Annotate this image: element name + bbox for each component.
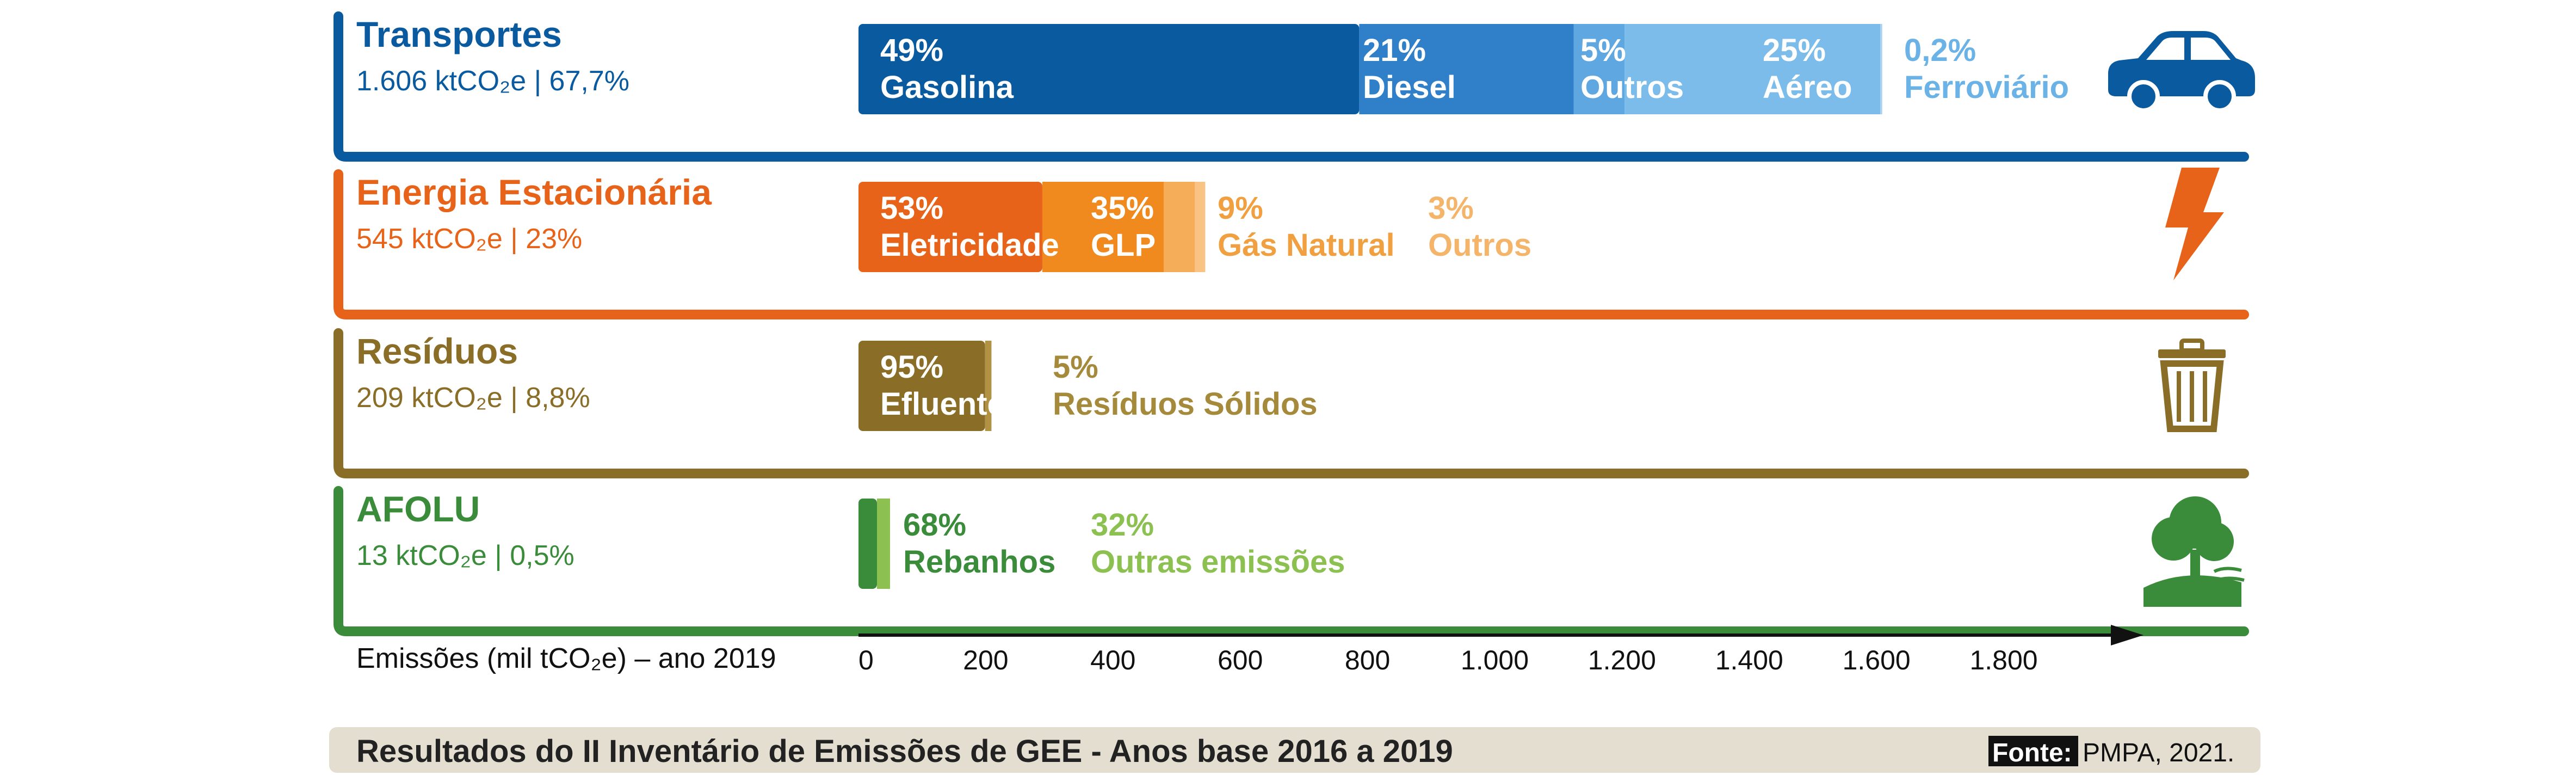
category-panel-border (333, 486, 2249, 636)
lightning-icon (2165, 168, 2224, 280)
car-window (2191, 38, 2231, 60)
bar-segment (858, 499, 877, 589)
segment-percent: 49% (880, 33, 943, 68)
x-axis-label: Emissões (mil tCO₂e) – ano 2019 (356, 643, 776, 674)
segment-percent: 5% (1053, 349, 1098, 385)
category-panel-border (333, 169, 2249, 319)
segment-percent: 53% (880, 190, 943, 226)
trash-handle (2179, 339, 2204, 353)
bar-segment (1573, 24, 1625, 114)
bar-segment (858, 24, 1360, 114)
x-tick-label: 200 (963, 645, 1008, 675)
category-panel-border (333, 11, 2249, 162)
bar-segment (1042, 182, 1164, 272)
bar-segment (1195, 182, 1206, 272)
category-subtitle: 13 ktCO₂e | 0,5% (356, 540, 574, 571)
tree-grass (2213, 567, 2245, 583)
trash-lid (2158, 349, 2226, 358)
source-label-box (1988, 736, 2078, 766)
x-tick-label: 1.000 (1461, 645, 1529, 675)
x-tick-label: 1.600 (1843, 645, 1911, 675)
x-tick-label: 600 (1218, 645, 1263, 675)
tree-crown (2195, 522, 2234, 561)
segment-label: Rebanhos (903, 544, 1055, 580)
source-text: PMPA, 2021. (2083, 739, 2234, 767)
segment-percent: 0,2% (1904, 33, 1976, 68)
x-tick-label: 800 (1345, 645, 1390, 675)
category-subtitle: 1.606 ktCO₂e | 67,7% (356, 65, 629, 97)
segment-percent: 68% (903, 507, 966, 543)
category-title: AFOLU (356, 489, 480, 529)
segment-label: Ferroviário (1904, 70, 2069, 105)
segment-label: Outros (1428, 227, 1531, 263)
category-title: Resíduos (356, 331, 518, 371)
tree-ground (2143, 575, 2241, 607)
x-tick-label: 400 (1090, 645, 1135, 675)
segment-percent: 5% (1580, 33, 1626, 68)
segment-label: Gás Natural (1218, 227, 1395, 263)
segment-label: Eletricidade (880, 227, 1059, 263)
bar-segment (985, 341, 992, 431)
segment-percent: 25% (1763, 33, 1826, 68)
tree-crown (2152, 517, 2195, 561)
x-axis-arrow (2111, 625, 2143, 645)
segment-label: Outros (1580, 70, 1684, 105)
bar-segment (1880, 24, 1882, 114)
segment-label: Diesel (1363, 70, 1456, 105)
category-title: Transportes (356, 14, 562, 54)
bar-segment (1359, 24, 1574, 114)
source-label: Fonte: (1992, 739, 2072, 767)
car-window (2146, 38, 2184, 60)
tree-icon (2143, 496, 2245, 607)
x-tick-label: 1.200 (1588, 645, 1656, 675)
x-tick-label: 1.400 (1715, 645, 1783, 675)
trash-body (2160, 360, 2224, 432)
bar-segment (877, 499, 890, 589)
category-panel-border (333, 328, 2249, 478)
segment-percent: 9% (1218, 190, 1263, 226)
bar-segment (858, 182, 1042, 272)
category-title: Energia Estacionária (356, 172, 712, 212)
car-wheel (2127, 80, 2160, 113)
trash-can-icon (2158, 339, 2226, 432)
segment-percent: 32% (1091, 507, 1154, 543)
segment-percent: 35% (1091, 190, 1154, 226)
segment-label: Efluentes (880, 386, 1022, 422)
segment-label: Outras emissões (1091, 544, 1345, 580)
segment-percent: 95% (880, 349, 943, 385)
car-wheel (2203, 80, 2236, 113)
lightning-bolt (2165, 168, 2224, 280)
segment-label: GLP (1091, 227, 1156, 263)
bar-segment (1164, 182, 1195, 272)
bar-segment (1624, 24, 1881, 114)
segment-percent: 21% (1363, 33, 1426, 68)
category-subtitle: 545 ktCO₂e | 23% (356, 223, 582, 255)
segment-label: Resíduos Sólidos (1053, 386, 1318, 422)
segment-percent: 3% (1428, 190, 1474, 226)
bar-segment (858, 341, 985, 431)
category-subtitle: 209 ktCO₂e | 8,8% (356, 382, 590, 414)
x-tick-label: 0 (858, 645, 874, 675)
car-icon (2108, 31, 2255, 113)
segment-label: Aéreo (1763, 70, 1852, 105)
footer-band (329, 727, 2260, 773)
segment-label: Gasolina (880, 70, 1014, 105)
x-tick-label: 1.800 (1969, 645, 2037, 675)
chart-title: Resultados do II Inventário de Emissões … (356, 734, 1453, 769)
